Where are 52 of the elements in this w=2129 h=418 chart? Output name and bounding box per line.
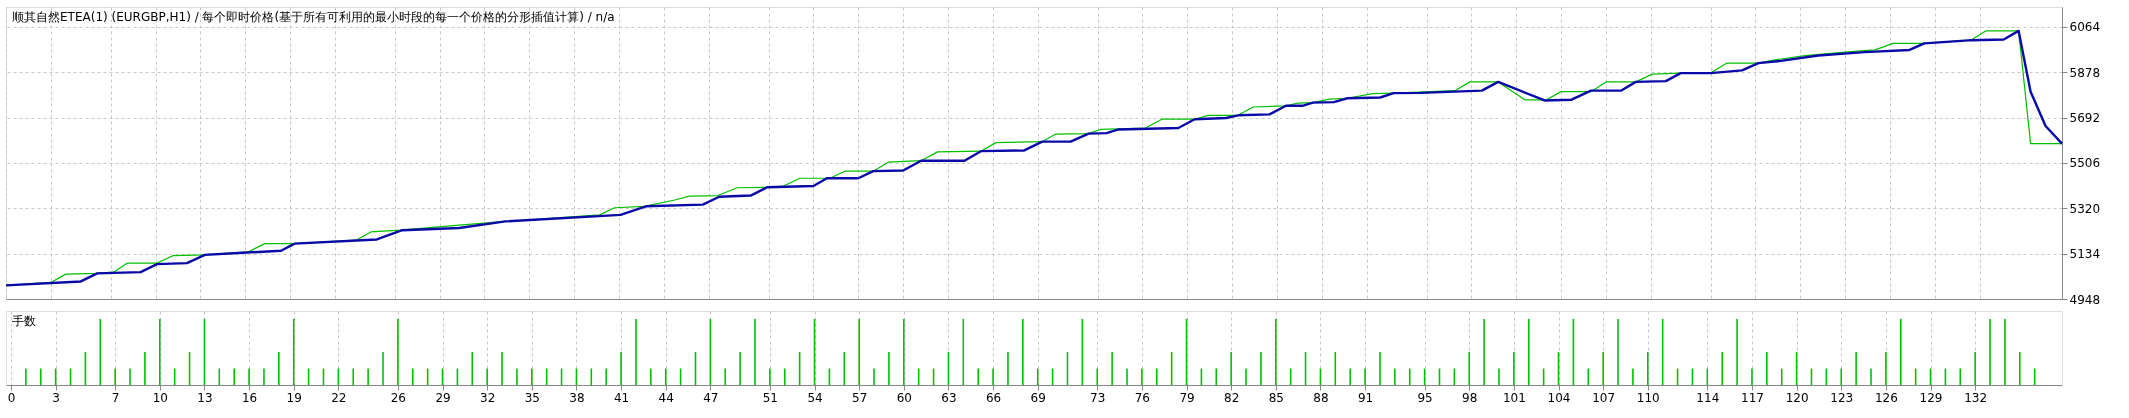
y-tick-label: 5320 <box>2069 201 2101 216</box>
x-tick-label: 69 <box>1030 390 1046 405</box>
x-tick-label: 104 <box>1547 390 1571 405</box>
x-tick-label: 76 <box>1134 390 1151 405</box>
x-tick-label: 126 <box>1874 390 1898 405</box>
x-tick-label: 38 <box>569 390 585 405</box>
x-tick-label: 44 <box>658 390 674 405</box>
x-tick-label: 0 <box>7 390 16 405</box>
x-tick-label: 132 <box>1964 390 1988 405</box>
x-tick-label: 16 <box>241 390 258 405</box>
x-tick-label: 98 <box>1462 390 1478 405</box>
x-tick-label: 101 <box>1502 390 1526 405</box>
x-tick-label: 63 <box>941 390 957 405</box>
x-tick-label: 82 <box>1224 390 1240 405</box>
chart-title: 手数 <box>12 314 36 328</box>
x-tick-label: 120 <box>1785 390 1809 405</box>
x-tick-label: 7 <box>111 390 120 405</box>
x-tick-label: 73 <box>1090 390 1106 405</box>
y-tick-label: 5878 <box>2069 65 2101 80</box>
x-tick-label: 110 <box>1636 390 1660 405</box>
x-tick-label: 60 <box>896 390 912 405</box>
x-tick-label: 129 <box>1919 390 1943 405</box>
x-tick-label: 3 <box>52 390 60 405</box>
x-tick-label: 95 <box>1417 390 1433 405</box>
x-tick-label: 35 <box>524 390 540 405</box>
x-tick-label: 26 <box>390 390 407 405</box>
x-tick-label: 41 <box>613 390 630 405</box>
x-tick-label: 19 <box>286 390 302 405</box>
x-tick-label: 47 <box>703 390 719 405</box>
x-tick-label: 10 <box>152 390 168 405</box>
x-tick-label: 54 <box>807 390 823 405</box>
y-tick-label: 5692 <box>2069 111 2101 126</box>
x-tick-label: 57 <box>852 390 868 405</box>
y-tick-label: 5506 <box>2069 156 2101 171</box>
x-tick-label: 32 <box>480 390 496 405</box>
y-tick-label: 6064 <box>2069 20 2101 35</box>
x-tick-label: 66 <box>985 390 1002 405</box>
x-tick-label: 13 <box>197 390 213 405</box>
x-tick-label: 85 <box>1268 390 1284 405</box>
y-tick-label: 5134 <box>2069 247 2101 262</box>
x-tick-label: 51 <box>762 390 779 405</box>
y-tick-label: 4948 <box>2069 292 2101 307</box>
x-tick-label: 114 <box>1696 390 1720 405</box>
x-tick-label: 22 <box>331 390 347 405</box>
chart-title: 顺其自然ETEA(1) (EURGBP,H1) / 每个即时价格(基于所有可利用的最小时段的每一个价格的分形插值计算) / n/a <box>12 10 615 24</box>
x-tick-label: 107 <box>1592 390 1616 405</box>
x-tick-label: 88 <box>1313 390 1329 405</box>
x-tick-label: 29 <box>435 390 451 405</box>
x-tick-label: 79 <box>1179 390 1195 405</box>
x-tick-label: 123 <box>1830 390 1854 405</box>
x-tick-label: 91 <box>1357 390 1374 405</box>
x-tick-label: 117 <box>1741 390 1764 405</box>
